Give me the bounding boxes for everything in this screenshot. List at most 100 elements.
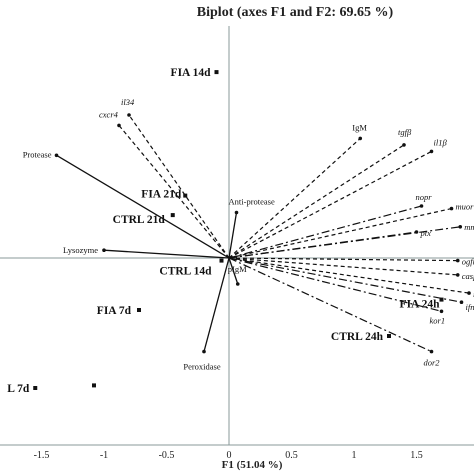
observation-label: FIA 14d <box>171 67 212 79</box>
x-tick-label: 0 <box>227 450 232 461</box>
vector-ptx: ptx <box>228 228 432 259</box>
observation-fia-24h: FIA 24h <box>400 297 444 311</box>
observation-label: CTRL 24h <box>331 331 384 343</box>
vector-endpoint <box>439 309 444 314</box>
vector-ifn: ifn-γ <box>228 257 474 312</box>
vector-endpoint <box>449 206 454 211</box>
vector-endpoint <box>54 153 59 158</box>
observation-label: FIA 24h <box>400 299 441 311</box>
vector-endpoint <box>459 300 464 305</box>
vector-label: ogfr1 <box>462 257 474 267</box>
vector-endpoint <box>402 143 406 147</box>
x-axis-label: F1 (51.04 %) <box>222 459 283 471</box>
vector-label: kor1 <box>430 315 446 325</box>
vector-line <box>228 257 462 303</box>
vector-line <box>228 257 239 285</box>
x-tick-labels: -1.5-1-0.500.511.52 <box>34 450 423 461</box>
observation-ctrl-21d: CTRL 21d <box>113 213 175 226</box>
observation-marker <box>387 334 391 338</box>
vector-line <box>228 257 458 276</box>
vector-label: Peroxidase <box>183 362 221 372</box>
variable-vectors: Protease Lysozyme Anti-protease pIgM Peroxid… <box>23 97 474 372</box>
vector-dor2: dor2 <box>228 257 441 368</box>
vector-label: dor2 <box>424 358 441 368</box>
vector-line <box>228 231 417 259</box>
vector-peroxidase: Peroxidase <box>183 257 230 372</box>
vector-label: ptx <box>420 228 432 238</box>
vector-label: casp1 <box>462 271 474 281</box>
vector-endpoint <box>419 204 424 208</box>
vector-il1: il1β <box>228 137 448 259</box>
vector-endpoint <box>455 273 460 277</box>
vector-line <box>56 154 230 259</box>
vector-label: tgfβ <box>398 127 412 137</box>
vector-endpoint <box>117 123 121 128</box>
vector-endpoint <box>202 349 206 354</box>
observation-marker <box>183 193 188 198</box>
observation-label: CTRL 21d <box>113 214 166 226</box>
vector-endpoint <box>102 248 106 252</box>
vector-ogfr1: ogfr1 <box>228 257 474 267</box>
observation-label: FIA 7d <box>97 305 132 317</box>
vector-line <box>128 114 230 259</box>
vector-label: il1β <box>434 137 448 147</box>
vector-tgf: tgfβ <box>228 127 412 259</box>
vector-endpoint <box>455 258 460 263</box>
observation-marker <box>170 213 175 218</box>
x-tick-label: 1 <box>352 450 357 461</box>
observation-marker <box>214 70 219 75</box>
observation-marker <box>439 297 444 302</box>
observation-marker <box>33 386 38 390</box>
vector-endpoint <box>458 225 463 229</box>
vector-line <box>228 212 238 259</box>
vector-line <box>228 257 458 262</box>
vector-line <box>228 137 361 259</box>
vector-endpoint <box>235 282 240 286</box>
observation-fia-21d: FIA 21d <box>141 189 188 201</box>
vector-label: pIgM <box>228 264 247 274</box>
vector-muor: muor <box>228 202 474 259</box>
vector-casp1: casp1 <box>228 257 474 281</box>
vector-label: IgM <box>352 122 367 132</box>
vector-line <box>203 257 230 352</box>
vector-line <box>228 257 470 294</box>
vector-endpoint <box>414 230 419 234</box>
vector-line <box>228 150 432 259</box>
x-tick-label: -1 <box>100 450 108 461</box>
vector-endpoint <box>429 149 434 154</box>
observation-unlabeled <box>92 383 96 388</box>
observation-ctrl-24h: CTRL 24h <box>331 331 391 343</box>
vector-label: muor <box>456 202 474 212</box>
vector-endpoint <box>358 136 363 141</box>
observation-marker <box>92 383 96 388</box>
observation-marker <box>137 308 141 312</box>
vector-endpoint <box>234 210 239 215</box>
vector-protease: Protease <box>23 149 230 259</box>
observation-l-7d: L 7d <box>7 383 38 395</box>
vector-lysozyme: Lysozyme <box>63 245 230 259</box>
observation-label: L 7d <box>7 383 30 395</box>
observation-fia-14d: FIA 14d <box>171 67 219 79</box>
observation-marker <box>219 258 224 263</box>
vector-cxcr4: cxcr4 <box>99 109 230 259</box>
vector-label: cxcr4 <box>99 109 119 119</box>
chart-title: Biplot (axes F1 and F2: 69.65 %) <box>197 5 394 20</box>
vector-anti-protease: Anti-protease <box>228 197 275 259</box>
vector-il34: il34 <box>121 97 230 259</box>
observation-label: CTRL 14d <box>159 266 212 278</box>
vector-label: Anti-protease <box>229 197 275 207</box>
x-tick-label: 1.5 <box>410 450 423 461</box>
vector-label: nopr <box>416 192 433 202</box>
vector-label: Lysozyme <box>63 245 98 255</box>
vector-endpoint <box>467 291 471 295</box>
vector-pigm: pIgM <box>228 257 247 286</box>
vector-line <box>228 257 432 353</box>
x-tick-label: -0.5 <box>159 450 175 461</box>
vector-line <box>228 205 422 259</box>
observation-fia-7d: FIA 7d <box>97 305 141 317</box>
vector-il: il <box>228 257 474 299</box>
observation-ctrl-14d: CTRL 14d <box>159 258 224 278</box>
vector-label: ifn-γ <box>466 302 474 312</box>
vector-igm: IgM <box>228 122 367 259</box>
vector-endpoint <box>127 113 131 117</box>
